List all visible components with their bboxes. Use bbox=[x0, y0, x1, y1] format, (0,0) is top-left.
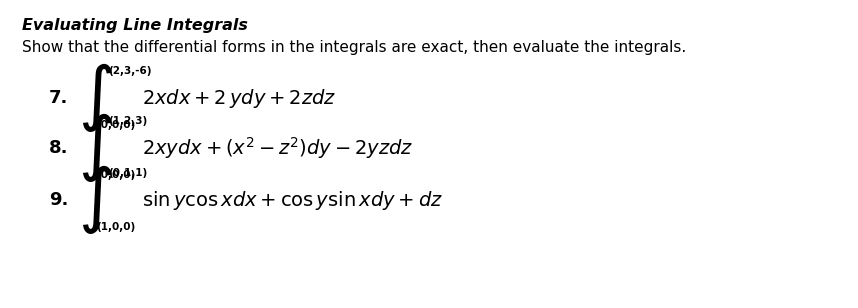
Text: (1,2,3): (1,2,3) bbox=[108, 116, 148, 126]
Text: 7.: 7. bbox=[49, 89, 68, 107]
Text: $\int$: $\int$ bbox=[77, 111, 112, 184]
Text: Evaluating Line Integrals: Evaluating Line Integrals bbox=[22, 18, 248, 33]
Text: $2xdx+2\,ydy+2zdz$: $2xdx+2\,ydy+2zdz$ bbox=[142, 87, 336, 110]
Text: (0,0,0): (0,0,0) bbox=[96, 170, 136, 180]
Text: 9.: 9. bbox=[49, 191, 68, 209]
Text: (1,0,0): (1,0,0) bbox=[96, 222, 136, 232]
Text: $2xydx+(x^{2}-z^{2})dy-2yzdz$: $2xydx+(x^{2}-z^{2})dy-2yzdz$ bbox=[142, 135, 414, 161]
Text: Show that the differential forms in the integrals are exact, then evaluate the i: Show that the differential forms in the … bbox=[22, 40, 686, 55]
Text: 8.: 8. bbox=[49, 139, 68, 157]
Text: $\int$: $\int$ bbox=[77, 164, 112, 237]
Text: (0,0,0): (0,0,0) bbox=[96, 120, 136, 130]
Text: (0,1,1): (0,1,1) bbox=[108, 168, 148, 178]
Text: (2,3,-6): (2,3,-6) bbox=[108, 66, 152, 76]
Text: $\sin y\cos xdx+\cos y\sin xdy+dz$: $\sin y\cos xdx+\cos y\sin xdy+dz$ bbox=[142, 188, 443, 212]
Text: $\int$: $\int$ bbox=[77, 62, 112, 135]
